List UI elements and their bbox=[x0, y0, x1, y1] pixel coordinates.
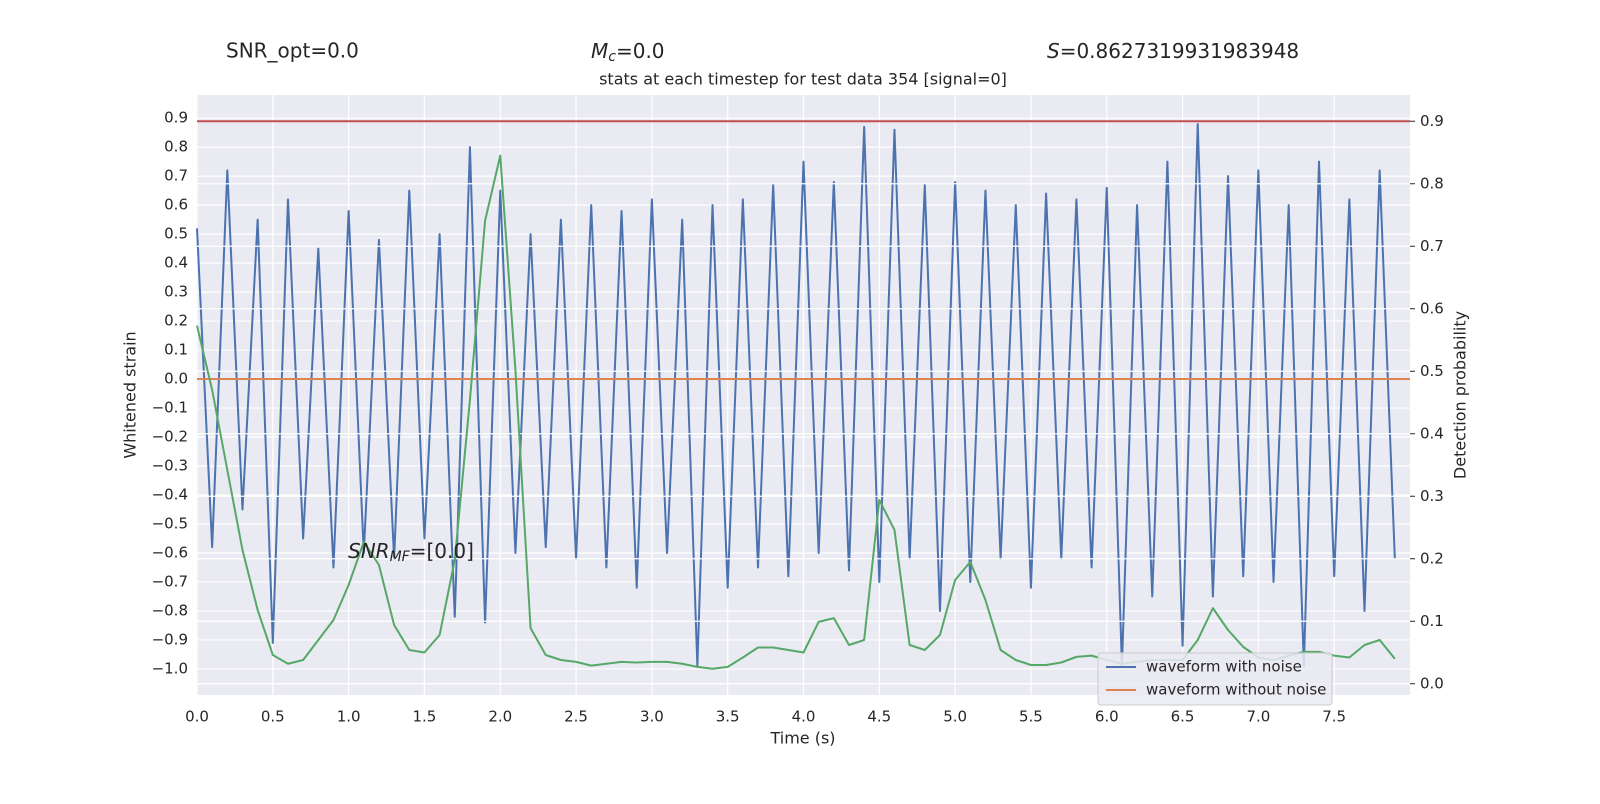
annotation-mc: Mc=0.0 bbox=[591, 39, 665, 66]
legend-box bbox=[1097, 652, 1333, 706]
annotation-symbol: SNR bbox=[348, 539, 390, 563]
annotation-value: =0.0 bbox=[616, 39, 665, 63]
y-tick-label: −0.7 bbox=[152, 572, 188, 590]
y2-tick-label: 0.0 bbox=[1420, 674, 1444, 692]
y-tick-label: −0.5 bbox=[152, 514, 188, 532]
x-tick-label: 4.5 bbox=[867, 708, 891, 726]
y2-tick-label: 0.7 bbox=[1420, 237, 1444, 255]
y2-tick-label: 0.8 bbox=[1420, 174, 1444, 192]
y-tick-label: −1.0 bbox=[152, 659, 188, 677]
y-tick-label: 0.3 bbox=[164, 283, 188, 301]
annotation-value: =[0.0] bbox=[410, 539, 474, 563]
y-tick-label: −0.6 bbox=[152, 543, 188, 561]
y-tick-label: 0.7 bbox=[164, 167, 188, 185]
x-tick-label: 3.5 bbox=[716, 708, 740, 726]
annotation-snr-mf: SNRMF=[0.0] bbox=[348, 539, 474, 566]
y-tick-label: 0.1 bbox=[164, 341, 188, 359]
y2-tick-label: 0.9 bbox=[1420, 112, 1444, 130]
y-tick-label: −0.3 bbox=[152, 457, 188, 475]
y2-tick-label: 0.2 bbox=[1420, 549, 1444, 567]
y-tick-label: −0.8 bbox=[152, 601, 188, 619]
y2-tick-label: 0.1 bbox=[1420, 612, 1444, 630]
x-tick-label: 1.0 bbox=[337, 708, 361, 726]
x-tick-label: 4.0 bbox=[792, 708, 816, 726]
y2-tick-label: 0.6 bbox=[1420, 299, 1444, 317]
series-line bbox=[196, 154, 1396, 670]
y-tick-label: 0.6 bbox=[164, 196, 188, 214]
x-axis-label: Time (s) bbox=[769, 729, 835, 748]
x-tick-label: 6.0 bbox=[1095, 708, 1119, 726]
x-tick-label: 6.5 bbox=[1171, 708, 1195, 726]
annotation-value: =0.8627319931983948 bbox=[1060, 39, 1299, 63]
y-tick-label: 0.2 bbox=[164, 312, 188, 330]
y-tick-label: 0.9 bbox=[164, 109, 188, 127]
annotation-sub: MF bbox=[390, 549, 411, 565]
x-tick-label: 2.5 bbox=[564, 708, 588, 726]
annotation-s: S=0.8627319931983948 bbox=[1047, 39, 1299, 63]
y-axis-label: Whitened strain bbox=[121, 331, 140, 458]
y-tick-label: 0.8 bbox=[164, 138, 188, 156]
annotation-sub: c bbox=[608, 49, 616, 65]
y-tick-label: −0.2 bbox=[152, 428, 188, 446]
x-tick-label: 3.0 bbox=[640, 708, 664, 726]
x-tick-label: 1.5 bbox=[413, 708, 437, 726]
annotation-symbol: M bbox=[591, 39, 608, 63]
x-tick-label: 0.0 bbox=[185, 708, 209, 726]
x-tick-label: 7.0 bbox=[1246, 708, 1270, 726]
legend-label: waveform without noise bbox=[1146, 681, 1326, 699]
y2-tick-label: 0.5 bbox=[1420, 362, 1444, 380]
y2-axis-label: Detection probability bbox=[1451, 311, 1470, 479]
x-tick-label: 7.5 bbox=[1322, 708, 1346, 726]
chart-title: stats at each timestep for test data 354… bbox=[599, 70, 1007, 89]
x-tick-label: 0.5 bbox=[261, 708, 285, 726]
x-tick-label: 5.0 bbox=[943, 708, 967, 726]
y-tick-label: 0.4 bbox=[164, 254, 188, 272]
legend-label: waveform with noise bbox=[1146, 658, 1302, 676]
annotation-symbol: S bbox=[1047, 39, 1060, 63]
y-tick-label: 0.5 bbox=[164, 225, 188, 243]
annotation-snr-opt: SNR_opt=0.0 bbox=[226, 39, 359, 63]
y-tick-label: −0.9 bbox=[152, 630, 188, 648]
series-line bbox=[196, 122, 1396, 668]
x-tick-label: 5.5 bbox=[1019, 708, 1043, 726]
y-tick-label: −0.1 bbox=[152, 399, 188, 417]
y-tick-label: −0.4 bbox=[152, 486, 188, 504]
y2-tick-label: 0.3 bbox=[1420, 487, 1444, 505]
y2-tick-label: 0.4 bbox=[1420, 424, 1444, 442]
y-tick-label: 0.0 bbox=[164, 370, 188, 388]
x-tick-label: 2.0 bbox=[488, 708, 512, 726]
